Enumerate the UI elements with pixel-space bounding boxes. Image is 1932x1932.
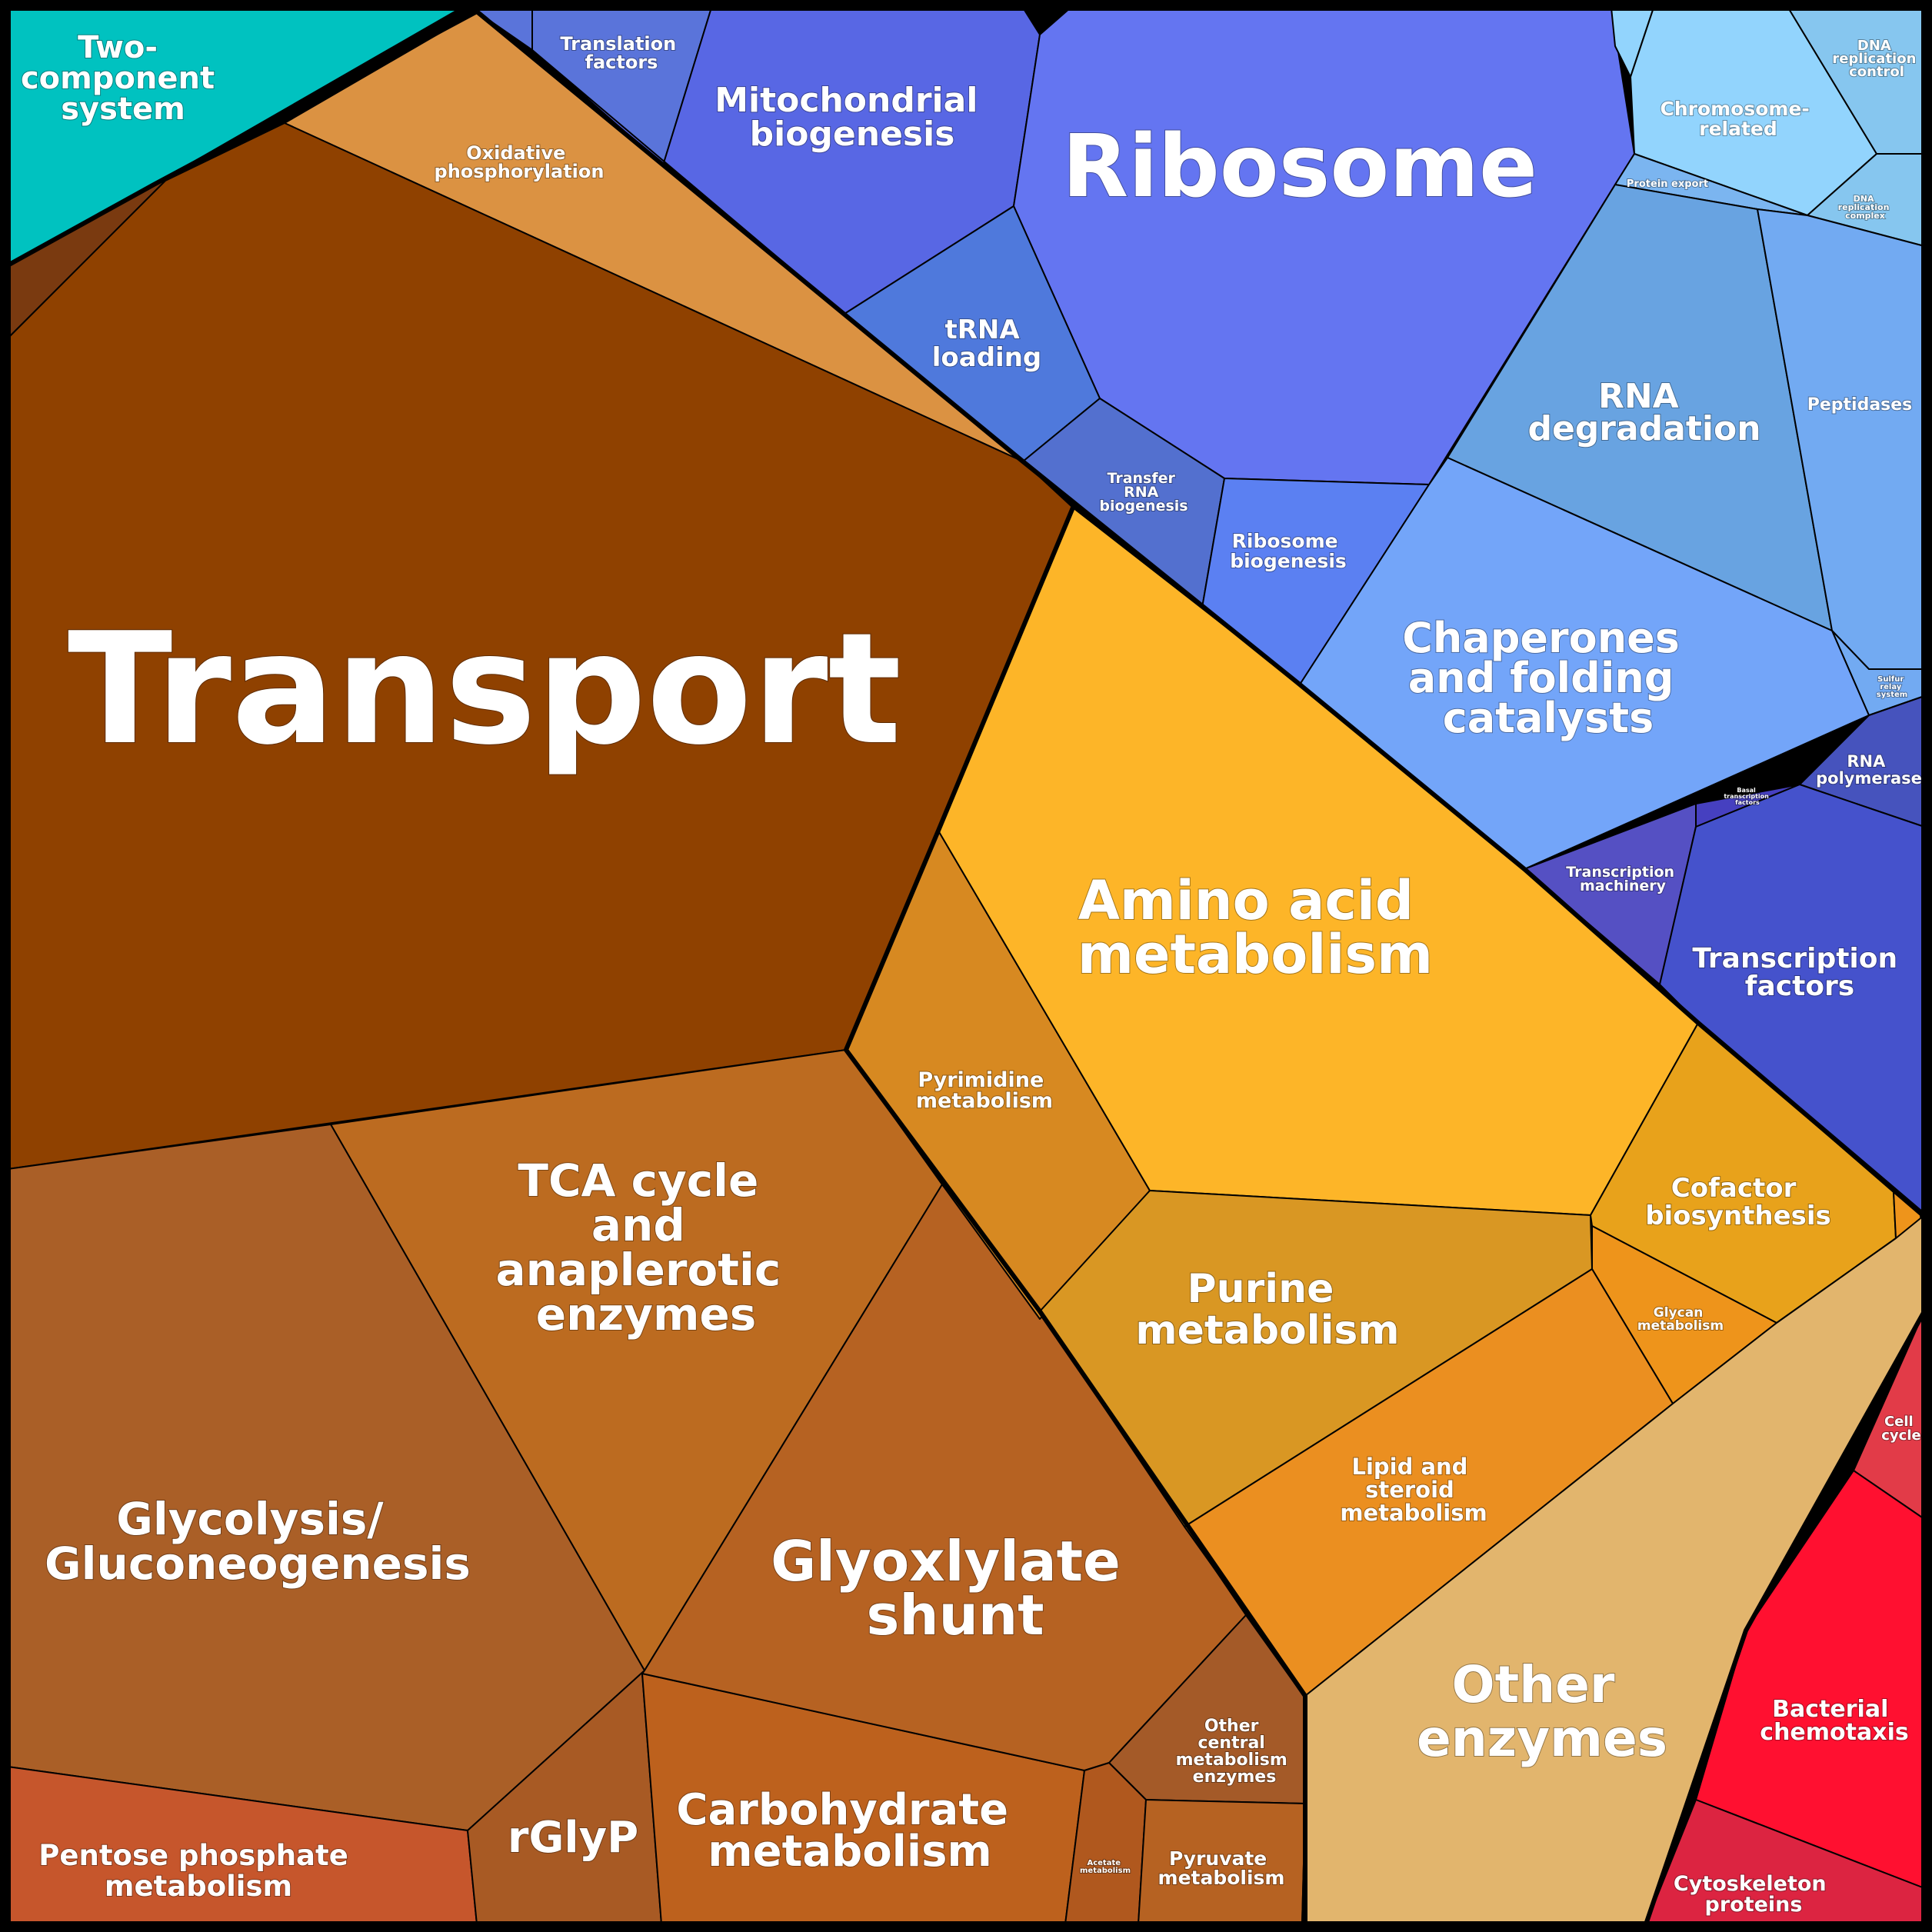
label-rglyp: rGlyP xyxy=(508,1813,638,1863)
label-acetate-metabolism: Acetate metabolism xyxy=(1080,1859,1131,1875)
label-dna-replication-control: DNA replication control xyxy=(1832,38,1920,80)
group-border-blue xyxy=(475,9,1926,1217)
label-transcription-factors: Transcription factors xyxy=(1692,943,1907,1002)
group-border-red xyxy=(1644,1310,1927,1925)
label-other-central: Other central metabolism enzymes xyxy=(1176,1717,1294,1787)
label-oxidative-phosphorylation: Oxidative phosphorylation xyxy=(435,142,605,182)
label-pentose-phosphate: Pentose phosphate metabolism xyxy=(38,1839,358,1903)
label-amino-acid-metabolism: Amino acid metabolism xyxy=(1078,869,1433,986)
label-other-enzymes: Other enzymes xyxy=(1417,1655,1667,1768)
group-border-two-component xyxy=(6,9,478,268)
label-sulfur-relay: Sulfur relay system xyxy=(1877,675,1907,699)
label-cell-cycle: Cell cycle xyxy=(1881,1414,1920,1444)
label-peptidases: Peptidases xyxy=(1807,395,1913,415)
label-rna-polymerase: RNA polymerase xyxy=(1816,752,1922,788)
label-bacterial-chemotaxis: Bacterial chemotaxis xyxy=(1760,1696,1908,1746)
label-chromosome-related: Chromosome- related xyxy=(1660,98,1816,140)
label-purine-metabolism: Purine metabolism xyxy=(1135,1266,1399,1354)
label-two-component: Two- component system xyxy=(21,30,225,127)
label-protein-export: Protein export xyxy=(1627,178,1708,190)
label-mitochondrial-biogenesis: Mitochondrial biogenesis xyxy=(715,81,989,154)
label-transfer-rna-biogenesis: Transfer RNA biogenesis xyxy=(1099,470,1188,515)
label-ribosome: Ribosome xyxy=(1062,117,1537,217)
label-cytoskeleton: Cytoskeleton proteins xyxy=(1674,1872,1834,1917)
label-ribosome-biogenesis: Ribosome biogenesis xyxy=(1230,530,1347,572)
label-carbohydrate-metabolism: Carbohydrate metabolism xyxy=(676,1785,1023,1877)
label-glycan-metabolism: Glycan metabolism xyxy=(1637,1305,1724,1334)
label-rna-degradation: RNA degradation xyxy=(1527,377,1760,448)
label-dna-replication-complex: DNA replication complex xyxy=(1838,194,1893,221)
label-transport: Transport xyxy=(68,600,901,779)
label-tca-cycle: TCA cycle and anaplerotic enzymes xyxy=(496,1154,797,1341)
label-pyrimidine-metabolism: Pyrimidine metabolism xyxy=(916,1068,1053,1113)
label-lipid-steroid: Lipid and steroid metabolism xyxy=(1340,1454,1487,1526)
label-pyruvate-metabolism: Pyruvate metabolism xyxy=(1158,1847,1285,1889)
label-basal-transcription: Basal transcription factors xyxy=(1724,787,1770,806)
group-border-orange xyxy=(844,506,1307,1924)
label-glycolysis: Glycolysis/ Gluconeogenesis xyxy=(45,1493,471,1590)
label-glyoxylate-shunt: Glyoxlylate shunt xyxy=(771,1529,1140,1647)
label-cofactor-biosynthesis: Cofactor biosynthesis xyxy=(1645,1173,1831,1231)
label-trna-loading: tRNA loading xyxy=(932,315,1042,373)
label-translation-factors: Translation factors xyxy=(560,33,682,73)
label-chaperones: Chaperones and folding catalysts xyxy=(1402,614,1694,742)
label-transcription-machinery: Transcription machinery xyxy=(1566,864,1679,894)
